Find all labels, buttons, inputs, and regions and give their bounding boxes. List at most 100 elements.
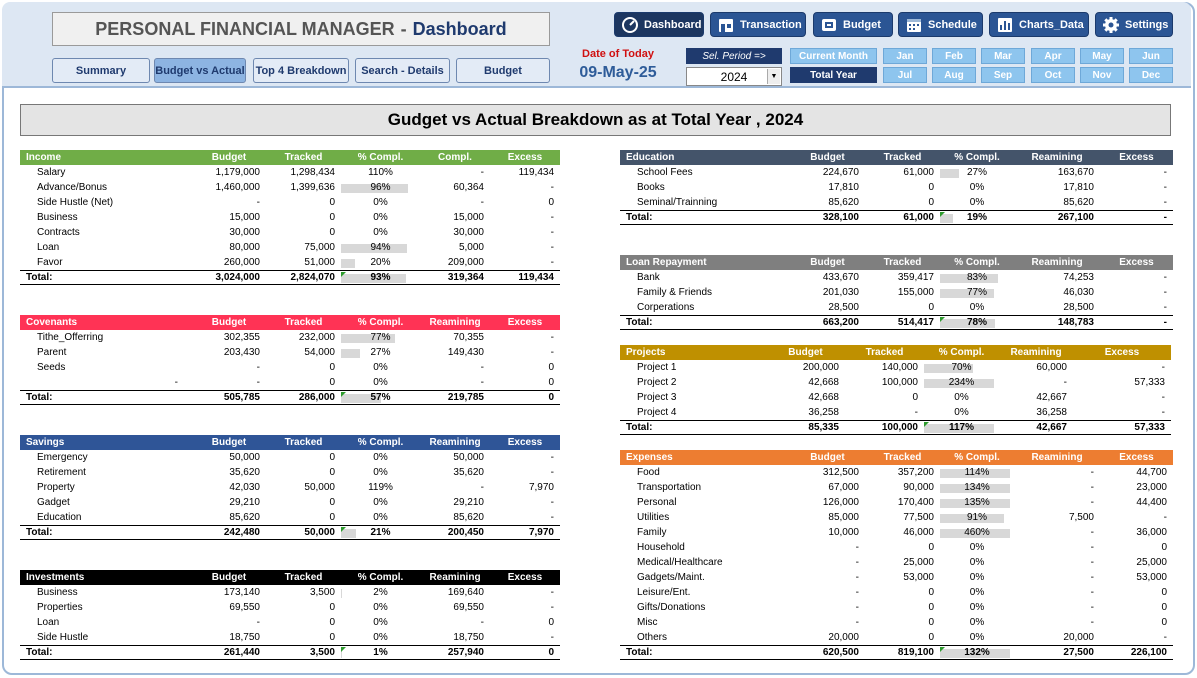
nav-charts-data[interactable]: Charts_Data <box>989 12 1089 37</box>
percent-complete-cell: 0% <box>940 617 1014 628</box>
compl-value: 74,253 <box>1063 272 1094 283</box>
percent-complete-cell: 78% <box>940 317 1014 328</box>
column-header: Budget <box>810 152 845 163</box>
compl-value: - <box>1090 587 1094 598</box>
chevron-down-icon[interactable]: ▼ <box>767 69 780 84</box>
nav-schedule[interactable]: Schedule <box>898 12 983 37</box>
compl-value: 267,100 <box>1057 212 1094 223</box>
table-row: Project 2 42,668 100,000 234% - 57,333 <box>620 375 1171 390</box>
budget-value: 20,000 <box>828 632 859 643</box>
percent-value: 117% <box>948 422 975 433</box>
tracked-value: 50,000 <box>304 482 335 493</box>
month-button-jan[interactable]: Jan <box>883 48 927 64</box>
tracked-value: 1,298,434 <box>290 167 336 178</box>
projects-table-title: Projects <box>626 347 666 358</box>
excess-value: 0 <box>548 197 554 208</box>
subnav-budget[interactable]: Budget <box>456 58 550 83</box>
row-label: Properties <box>37 602 83 613</box>
nav-transaction[interactable]: Transaction <box>710 12 806 37</box>
total-row: Total: 620,500 819,100 132% 27,500 226,100 <box>620 645 1173 660</box>
month-button-jun[interactable]: Jun <box>1129 48 1173 64</box>
progress-bar <box>341 244 407 253</box>
percent-value: 20% <box>370 257 391 268</box>
column-header: Budget <box>810 452 845 463</box>
subnav-search-details[interactable]: Search - Details <box>355 58 450 83</box>
compl-value: 5,000 <box>458 242 484 253</box>
tracked-value: 0 <box>928 197 934 208</box>
total-label: Total: <box>26 392 53 403</box>
row-label: Gifts/Donations <box>637 602 706 613</box>
budget-value: 126,000 <box>822 497 859 508</box>
year-select[interactable]: 2024 ▼ <box>686 67 782 86</box>
budget-value: 433,670 <box>822 272 859 283</box>
compl-value: 60,364 <box>453 182 484 193</box>
percent-value: 0% <box>969 632 985 643</box>
excess-value: 0 <box>548 377 554 388</box>
error-flag-icon <box>341 647 346 652</box>
progress-bar <box>341 349 360 358</box>
excess-value: 36,000 <box>1136 527 1167 538</box>
column-header: Budget <box>810 257 845 268</box>
excess-value: 7,970 <box>528 482 554 493</box>
education-table-title: Education <box>626 152 675 163</box>
row-label: Side Hustle <box>37 632 89 643</box>
nav-settings[interactable]: Settings <box>1095 12 1173 37</box>
gauge-icon <box>622 16 638 33</box>
income-table-title: Income <box>26 152 62 163</box>
projects-table-header: Projects Budget Tracked % Compl. Reamining Ex… <box>620 345 1171 360</box>
budget-value: 3,024,000 <box>215 272 261 283</box>
total-row: Total: 3,024,000 2,824,070 93% 319,364 119,43… <box>20 270 560 285</box>
month-button-sep[interactable]: Sep <box>981 67 1025 83</box>
progress-bar <box>940 319 995 328</box>
table-row: Personal 126,000 170,400 135% - 44,400 <box>620 495 1173 510</box>
month-button-nov[interactable]: Nov <box>1080 67 1124 83</box>
excess-value: 53,000 <box>1136 572 1167 583</box>
period-current-month-button[interactable]: Current Month <box>790 48 877 64</box>
subnav-top4-breakdown[interactable]: Top 4 Breakdown <box>253 58 349 83</box>
percent-value: 91% <box>966 512 987 523</box>
budget-value: 36,258 <box>808 407 839 418</box>
month-button-oct[interactable]: Oct <box>1031 67 1075 83</box>
percent-value: 2% <box>373 587 388 598</box>
month-button-dec[interactable]: Dec <box>1129 67 1173 83</box>
percent-complete-cell: 77% <box>940 287 1014 298</box>
percent-value: 94% <box>370 242 391 253</box>
percent-complete-cell: 0% <box>341 602 420 613</box>
row-label: Parent <box>37 347 67 358</box>
progress-bar <box>940 484 1010 493</box>
month-button-apr[interactable]: Apr <box>1031 48 1075 64</box>
month-button-may[interactable]: May <box>1080 48 1124 64</box>
month-button-aug[interactable]: Aug <box>932 67 976 83</box>
nav-dashboard[interactable]: Dashboard <box>614 12 704 37</box>
compl-value: 257,940 <box>447 647 484 658</box>
period-total-year-button[interactable]: Total Year <box>790 67 877 83</box>
column-header: Reamining <box>429 572 481 583</box>
percent-value: 234% <box>948 377 975 388</box>
row-label: Gadget <box>37 497 70 508</box>
column-header: Compl. <box>438 152 472 163</box>
percent-complete-cell: 0% <box>940 542 1014 553</box>
expenses-table-header: Expenses Budget Tracked % Compl. Reamining Ex… <box>620 450 1173 465</box>
percent-complete-cell: 2% <box>341 587 420 598</box>
tracked-value: 75,000 <box>304 242 335 253</box>
month-button-feb[interactable]: Feb <box>932 48 976 64</box>
row-label: Household <box>637 542 685 553</box>
subnav-summary[interactable]: Summary <box>52 58 150 83</box>
budget-value: 200,000 <box>802 362 839 373</box>
table-row: Favor 260,000 51,000 20% 209,000 - <box>20 255 560 270</box>
compl-value: - <box>1090 602 1094 613</box>
month-button-mar[interactable]: Mar <box>981 48 1025 64</box>
excess-value: 57,333 <box>1134 377 1165 388</box>
tracked-value: 77,500 <box>903 512 934 523</box>
nav-dashboard-label: Dashboard <box>644 18 702 31</box>
percent-value: 21% <box>370 527 391 538</box>
wallet-icon <box>822 18 836 31</box>
percent-value: 0% <box>373 497 388 508</box>
tracked-value: 0 <box>329 362 335 373</box>
percent-complete-cell: 70% <box>924 362 999 373</box>
subnav-budget-vs-actual[interactable]: Budget vs Actual <box>154 58 246 83</box>
column-header: % Compl. <box>357 152 404 163</box>
month-button-jul[interactable]: Jul <box>883 67 927 83</box>
nav-budget[interactable]: Budget <box>813 12 893 37</box>
compl-value: - <box>480 377 484 388</box>
